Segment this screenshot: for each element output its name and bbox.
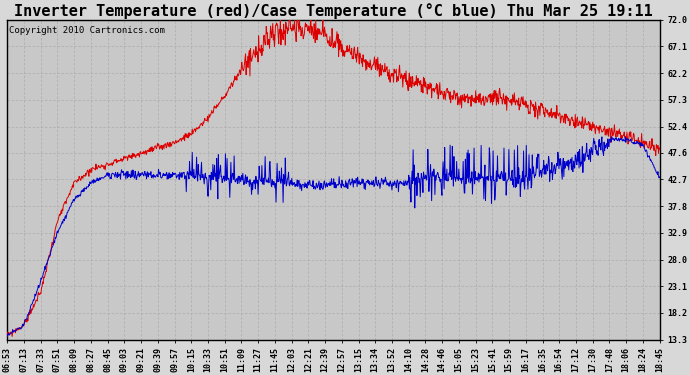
Text: Copyright 2010 Cartronics.com: Copyright 2010 Cartronics.com: [8, 26, 164, 35]
Title: Inverter Temperature (red)/Case Temperature (°C blue) Thu Mar 25 19:11: Inverter Temperature (red)/Case Temperat…: [14, 3, 653, 19]
